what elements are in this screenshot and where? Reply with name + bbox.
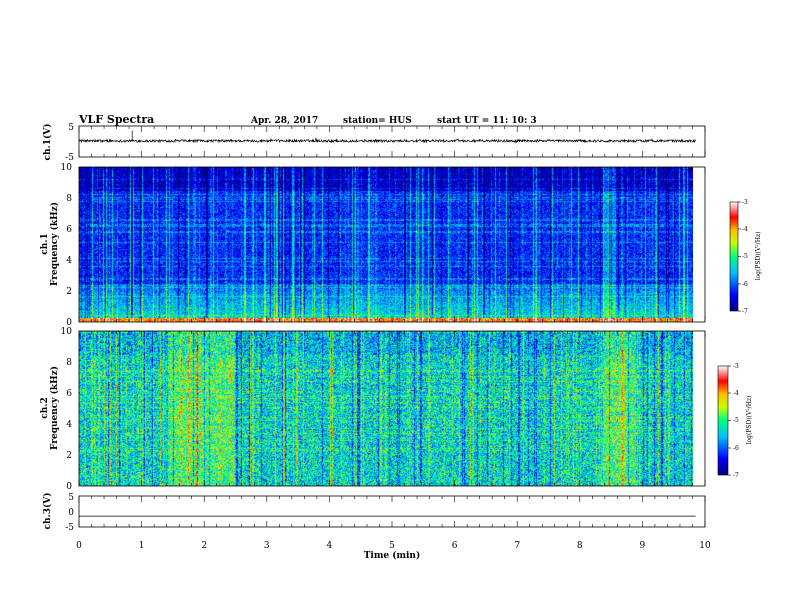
ch1-waveform-panel: 5 -5 ch.1(V) [42, 123, 706, 163]
colorbar-ch1-scale [729, 201, 739, 312]
ch1-ytick-0: 0 [66, 318, 72, 328]
xtick-3: 3 [264, 541, 270, 551]
x-axis-label: Time (min) [364, 550, 421, 561]
ch3-ytick-0: 0 [68, 508, 74, 518]
ch2-spectrogram-ylabel-frequency: Frequency (kHz) [49, 366, 60, 450]
xtick-2: 2 [201, 541, 207, 551]
colorbar-ch1-tick-neg3: -3 [742, 199, 748, 206]
colorbar-ch2-scale [717, 365, 729, 476]
xtick-4: 4 [327, 541, 333, 551]
ch1-ytick-6: 6 [66, 225, 72, 235]
ch1-ytick-neg5: -5 [65, 153, 74, 163]
ch1-ytick-8: 8 [66, 194, 72, 204]
ch1-waveform-frame [78, 125, 706, 158]
colorbar-ch1-tick-neg7: -7 [742, 308, 748, 315]
colorbar-ch1-tick-neg4: -4 [742, 226, 748, 233]
xtick-1: 1 [139, 541, 145, 551]
ch2-ytick-0: 0 [66, 482, 72, 492]
ch2-spectrogram-panel: 0 2 4 6 8 10 ch.2 Frequency (kHz) [40, 327, 706, 492]
ch2-spectrogram-image [79, 331, 693, 486]
ch1-ytick-4: 4 [66, 256, 72, 266]
ch1-spectrogram-ylabel-channel: ch.1 [40, 233, 50, 254]
ch3-ytick-neg5: -5 [65, 523, 74, 533]
ch3-waveform-ylabel: ch.3(V) [42, 493, 53, 530]
ch2-spectrogram-ylabel-channel: ch.2 [40, 397, 50, 418]
ch1-spectrogram-image [79, 167, 693, 322]
station-label: station= HUS [343, 116, 412, 126]
colorbar-ch2-ticks [728, 365, 731, 476]
ch3-waveform-frame [78, 495, 706, 528]
ch1-spectrogram-ylabel-frequency: Frequency (kHz) [49, 202, 60, 286]
colorbar-ch1: -3 -4 -5 -6 -7 log(PSD)(V²/Hz) [729, 199, 762, 315]
xtick-5: 5 [389, 541, 395, 551]
ch1-ytick-10: 10 [61, 163, 73, 173]
ch2-ytick-6: 6 [66, 389, 72, 399]
figure-title: VLF Spectra [78, 113, 154, 126]
ch1-spectrogram-frame [78, 166, 706, 323]
ch1-ytick-5: 5 [68, 123, 74, 133]
ch1-waveform-ylabel: ch.1(V) [42, 124, 53, 161]
colorbar-ch2: -3 -4 -5 -6 -7 log(PSD)(V²/Hz) [717, 363, 753, 479]
ch1-spectrogram-ticks [78, 167, 706, 322]
x-axis: 0 1 2 3 4 5 6 7 8 9 10 Time (min) [76, 541, 711, 561]
colorbar-ch2-tick-neg6: -6 [733, 445, 739, 452]
ch1-trace [78, 130, 696, 144]
colorbar-ch1-label: log(PSD)(V²/Hz) [755, 232, 762, 281]
xtick-0: 0 [76, 541, 82, 551]
colorbar-ch2-label: log(PSD)(V²/Hz) [746, 396, 753, 445]
ch2-spectrogram-frame [78, 330, 706, 487]
ch1-spectrogram-panel: 0 2 4 6 8 10 ch.1 Frequency (kHz) [40, 163, 706, 328]
xtick-10: 10 [699, 541, 711, 551]
colorbar-ch2-tick-neg5: -5 [733, 417, 739, 424]
xtick-7: 7 [514, 541, 520, 551]
start-time-label: start UT = 11: 10: 3 [437, 116, 537, 126]
ch2-ytick-10: 10 [61, 327, 73, 337]
colorbar-ch2-tick-neg7: -7 [733, 472, 739, 479]
ch1-ytick-2: 2 [66, 287, 72, 297]
ch2-ytick-4: 4 [66, 420, 72, 430]
ch3-waveform-ticks [78, 496, 706, 527]
colorbar-ch2-tick-neg3: -3 [733, 363, 739, 370]
colorbar-ch1-tick-neg5: -5 [742, 253, 748, 260]
ch2-ytick-8: 8 [66, 358, 72, 368]
ch3-ytick-5: 5 [68, 493, 74, 503]
date-label: Apr. 28, 2017 [250, 116, 318, 126]
colorbar-ch1-tick-neg6: -6 [742, 281, 748, 288]
colorbar-ch1-ticks [738, 201, 741, 312]
xtick-9: 9 [640, 541, 646, 551]
xtick-8: 8 [577, 541, 583, 551]
ch2-ytick-2: 2 [66, 451, 72, 461]
colorbar-ch2-tick-neg4: -4 [733, 390, 739, 397]
ch3-waveform-panel: 5 0 -5 ch.3(V) [42, 493, 706, 533]
xtick-6: 6 [452, 541, 458, 551]
